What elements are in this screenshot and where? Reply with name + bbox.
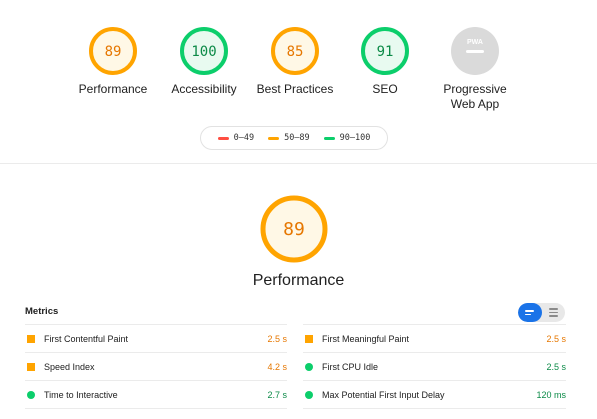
compact-view-button[interactable] [518, 303, 542, 322]
metric-value: 120 ms [536, 389, 566, 400]
seo-score: 91 [377, 44, 394, 60]
metric-value: 2.5 s [267, 333, 287, 344]
metric-row: Time to Interactive 2.7 s [25, 381, 287, 409]
metric-label: Max Potential First Input Delay [322, 389, 445, 400]
gauge-label-accessibility: Accessibility [171, 82, 237, 96]
average-square-icon [305, 334, 313, 343]
metric-row: First Meaningful Paint 2.5 s [303, 325, 566, 353]
metrics-view-toggle[interactable] [518, 303, 565, 322]
gauge-pwa[interactable]: PWA Progressive Web App [430, 26, 520, 112]
legend-item-average: 50–89 [268, 133, 310, 143]
average-square-icon [27, 362, 35, 371]
gauge-label-best-practices: Best Practices [256, 82, 334, 96]
metric-row: Speed Index 4.2 s [25, 353, 287, 381]
pwa-badge-icon: PWA [451, 27, 499, 75]
metrics-header-rule-left [25, 324, 287, 325]
metric-label: Speed Index [44, 361, 95, 372]
score-legend: 0–49 50–89 90–100 [200, 126, 388, 150]
fail-swatch-icon [217, 136, 229, 140]
performance-title: Performance [252, 272, 345, 289]
pass-circle-icon [27, 390, 35, 399]
expanded-list-icon [548, 308, 558, 317]
pass-circle-icon [305, 362, 313, 371]
metric-label: Time to Interactive [44, 389, 118, 400]
accessibility-score: 100 [191, 44, 216, 60]
performance-large-ring: 89 [260, 195, 328, 263]
performance-large-score: 89 [283, 219, 305, 240]
gauge-best-practices[interactable]: 85 Best Practices [250, 26, 340, 97]
metric-label: First CPU Idle [322, 361, 379, 372]
average-swatch-icon [268, 136, 280, 140]
metric-value: 4.2 s [267, 361, 287, 372]
gauge-performance[interactable]: 89 Performance [73, 26, 153, 97]
best-practices-score: 85 [287, 44, 304, 60]
metrics-header-rule-right [303, 324, 566, 325]
accessibility-gauge-ring: 100 [180, 27, 228, 75]
gauge-seo[interactable]: 91 SEO [345, 26, 425, 97]
metric-label: First Contentful Paint [44, 333, 129, 344]
section-divider [0, 163, 597, 164]
gauge-label-pwa: Progressive Web App [440, 82, 510, 112]
compact-list-icon [525, 310, 535, 315]
performance-gauge-ring: 89 [89, 27, 137, 75]
metric-value: 2.5 s [546, 333, 566, 344]
average-square-icon [27, 334, 35, 343]
legend-item-pass: 90–100 [323, 133, 371, 143]
gauge-accessibility[interactable]: 100 Accessibility [164, 26, 244, 97]
metric-row: Max Potential First Input Delay 120 ms [303, 381, 566, 409]
gauge-label-seo: SEO [372, 82, 398, 96]
pass-circle-icon [305, 390, 313, 399]
legend-item-fail: 0–49 [217, 133, 255, 143]
seo-gauge-ring: 91 [361, 27, 409, 75]
expanded-view-button[interactable] [542, 303, 566, 322]
pwa-label-text: Progressive Web App [443, 82, 507, 111]
best-practices-gauge-ring: 85 [271, 27, 319, 75]
metrics-heading: Metrics [25, 306, 59, 317]
legend-range-fail: 0–49 [233, 133, 255, 143]
performance-large-gauge: 89 [258, 194, 330, 264]
legend-range-pass: 90–100 [339, 133, 371, 143]
pass-swatch-icon [323, 136, 335, 140]
metric-value: 2.7 s [267, 389, 287, 400]
metric-label: First Meaningful Paint [322, 333, 410, 344]
metric-row: First CPU Idle 2.5 s [303, 353, 566, 381]
metric-value: 2.5 s [546, 361, 566, 372]
gauge-label-performance: Performance [78, 82, 148, 96]
legend-range-average: 50–89 [284, 133, 310, 143]
pwa-badge-text: PWA [467, 39, 483, 46]
performance-score: 89 [105, 44, 122, 60]
metric-row: First Contentful Paint 2.5 s [25, 325, 287, 353]
